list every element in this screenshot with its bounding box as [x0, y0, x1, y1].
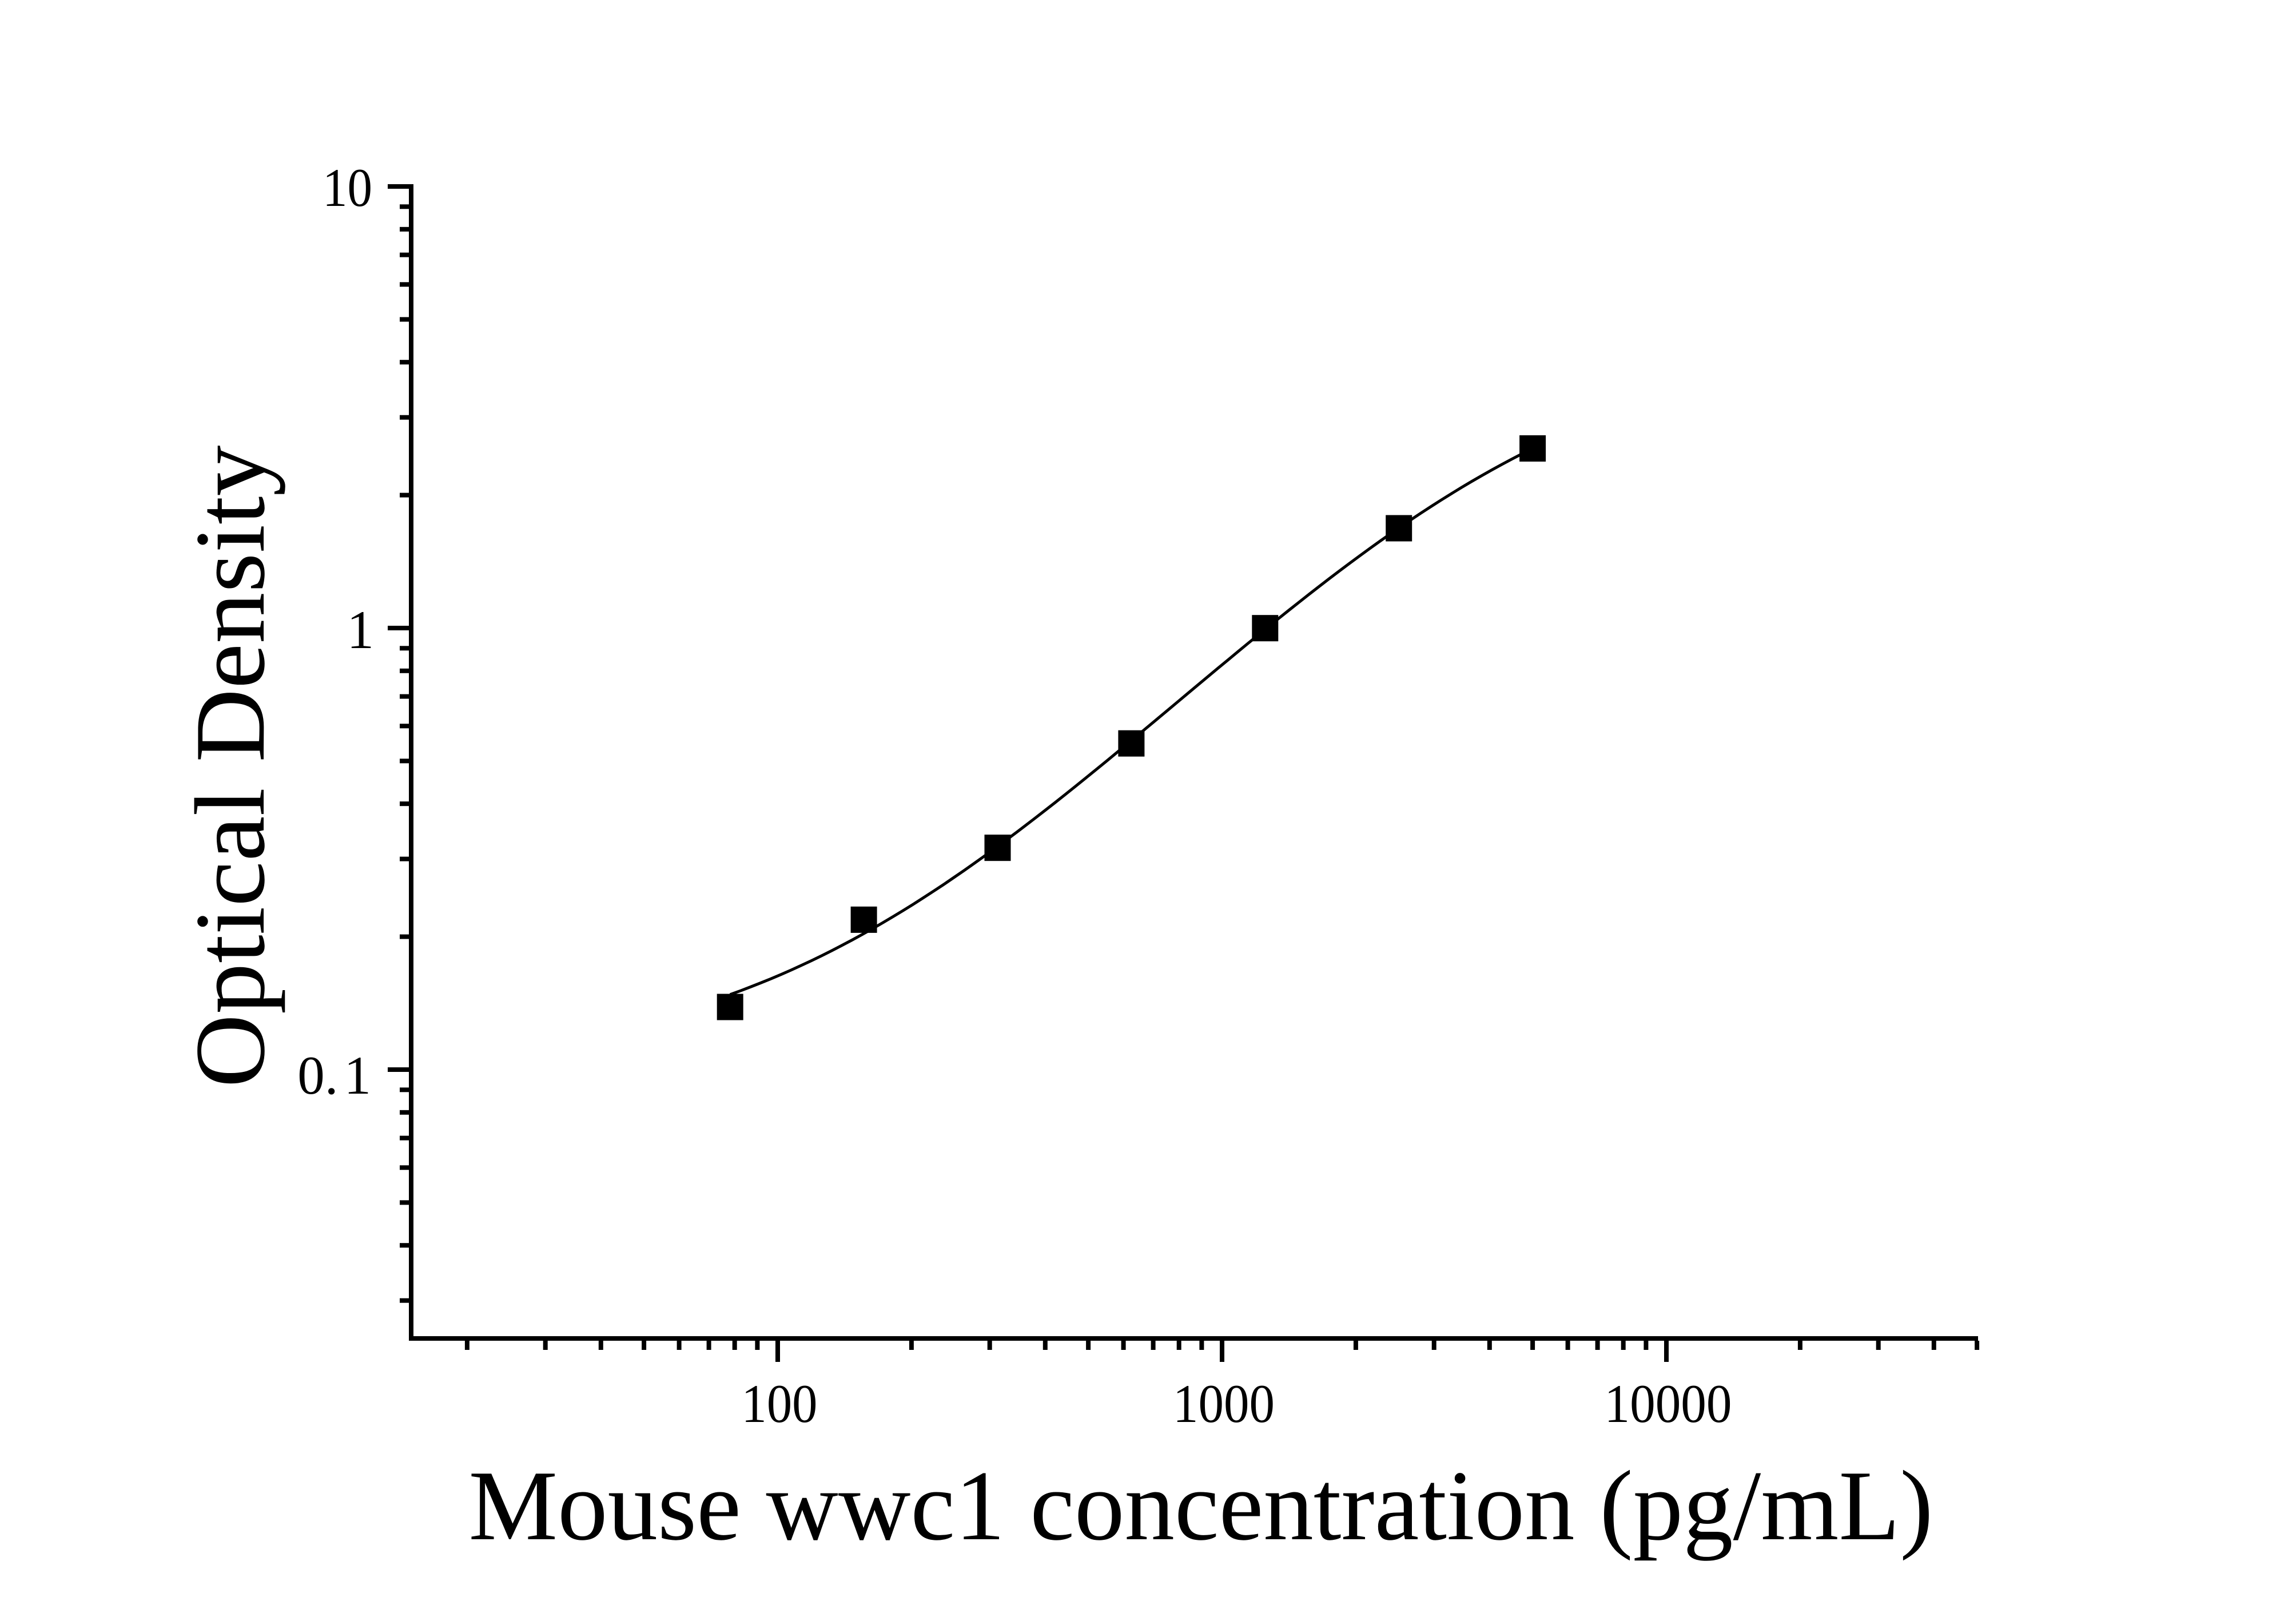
svg-text:100: 100	[742, 1373, 818, 1434]
svg-text:Optical Density: Optical Density	[175, 445, 285, 1087]
svg-text:1000: 1000	[1173, 1373, 1275, 1434]
svg-text:10000: 10000	[1605, 1373, 1732, 1434]
svg-text:1: 1	[347, 599, 375, 660]
svg-text:Mouse wwc1 concentration (pg/m: Mouse wwc1 concentration (pg/mL)	[468, 1450, 1933, 1561]
svg-text:0.1: 0. 1	[297, 1045, 371, 1106]
svg-text:10: 10	[323, 157, 372, 218]
